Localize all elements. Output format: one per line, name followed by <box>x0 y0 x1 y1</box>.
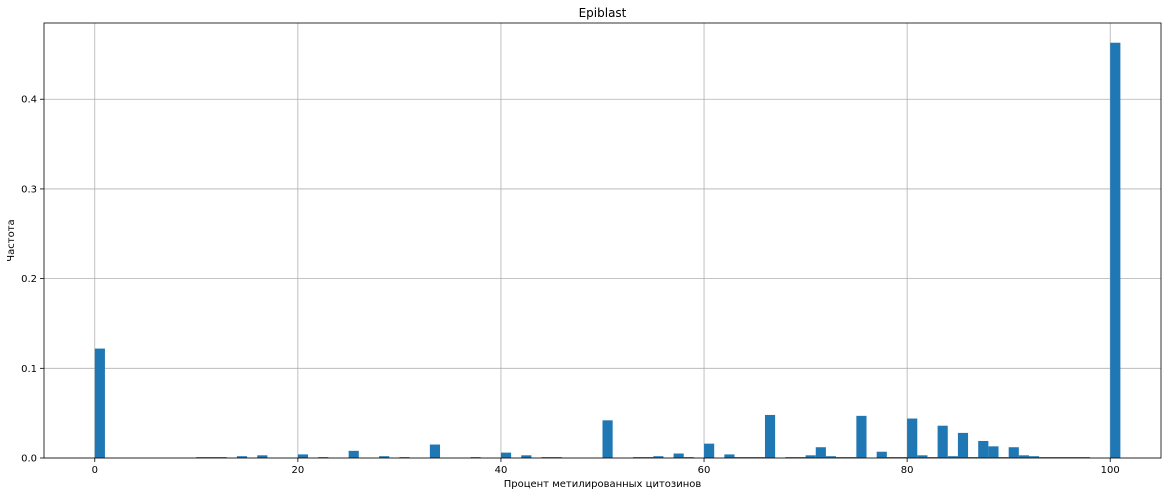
bar <box>937 425 948 458</box>
bar <box>978 440 989 458</box>
plot-frame <box>43 22 1162 459</box>
bar <box>947 456 958 458</box>
bar <box>998 457 1009 458</box>
bar <box>1049 457 1060 458</box>
x-tick-label: 40 <box>495 465 508 476</box>
bar <box>1069 457 1080 458</box>
bar <box>1018 455 1029 458</box>
y-tick-label: 0.0 <box>21 454 37 465</box>
y-tick-label: 0.4 <box>21 95 37 106</box>
grid-lines <box>44 23 1161 459</box>
y-tick-label: 0.1 <box>21 364 37 375</box>
x-tick-label: 20 <box>291 465 304 476</box>
bar <box>1028 456 1040 458</box>
bar <box>724 454 735 458</box>
bars <box>94 42 1121 458</box>
bar <box>551 457 562 458</box>
y-axis-ticks: 0.0 0.1 0.2 0.3 0.4 <box>21 95 44 465</box>
y-axis-title: Частота <box>6 219 17 261</box>
bar <box>602 420 613 458</box>
bar <box>683 457 694 458</box>
bar <box>216 457 227 458</box>
bar <box>988 446 999 458</box>
bar <box>379 456 390 458</box>
bar <box>196 457 207 458</box>
bar <box>429 444 441 458</box>
bar <box>318 457 329 458</box>
bar <box>876 451 887 458</box>
bar <box>764 414 776 458</box>
x-tick-label: 60 <box>698 465 711 476</box>
bar <box>470 457 481 458</box>
x-axis-ticks: 0 20 40 60 80 100 <box>92 458 1120 476</box>
bar <box>744 457 755 458</box>
bar <box>825 456 837 458</box>
bar <box>815 447 826 458</box>
bar <box>653 456 664 458</box>
bar <box>1059 457 1070 458</box>
y-tick-label: 0.2 <box>21 274 37 285</box>
bar <box>927 457 938 458</box>
x-tick-label: 100 <box>1101 465 1120 476</box>
bar <box>754 457 765 458</box>
bar <box>1079 457 1090 458</box>
x-axis-title: Процент метилированных цитозинов <box>504 479 702 490</box>
bar <box>541 457 552 458</box>
bar <box>785 457 796 458</box>
x-tick-label: 0 <box>92 465 98 476</box>
bar <box>1039 457 1050 458</box>
bar <box>704 443 715 458</box>
bar <box>1008 447 1019 458</box>
bar <box>886 457 897 458</box>
bar <box>917 455 928 458</box>
bar <box>257 455 268 458</box>
bar <box>805 455 816 458</box>
bar <box>297 454 309 458</box>
bar <box>206 457 217 458</box>
bar <box>94 348 105 458</box>
bar <box>236 456 248 458</box>
x-tick-label: 80 <box>901 465 914 476</box>
bar <box>632 457 644 458</box>
bar <box>399 457 410 458</box>
bar <box>643 457 654 458</box>
y-tick-label: 0.3 <box>21 184 37 195</box>
bar <box>500 452 512 458</box>
bar <box>673 453 684 458</box>
bar <box>521 455 532 458</box>
bar <box>957 432 969 458</box>
bar <box>846 457 857 458</box>
bar <box>968 457 979 458</box>
chart-title: Epiblast <box>579 6 627 20</box>
bar <box>907 418 918 458</box>
bar <box>348 450 359 458</box>
bar <box>795 457 806 458</box>
bar <box>896 457 908 458</box>
bar <box>734 457 745 458</box>
bar <box>836 457 847 458</box>
bar <box>856 415 867 458</box>
bar <box>1110 42 1121 458</box>
